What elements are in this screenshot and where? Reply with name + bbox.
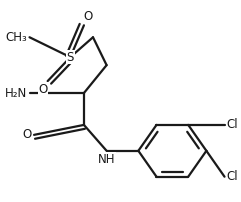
Text: S: S <box>67 51 74 64</box>
Text: O: O <box>84 10 93 23</box>
Text: O: O <box>39 83 48 96</box>
Text: NH: NH <box>98 153 115 166</box>
Text: Cl: Cl <box>227 170 238 183</box>
Text: O: O <box>22 128 32 141</box>
Text: H₂N: H₂N <box>5 86 27 100</box>
Text: CH₃: CH₃ <box>6 31 27 44</box>
Text: Cl: Cl <box>227 118 238 132</box>
